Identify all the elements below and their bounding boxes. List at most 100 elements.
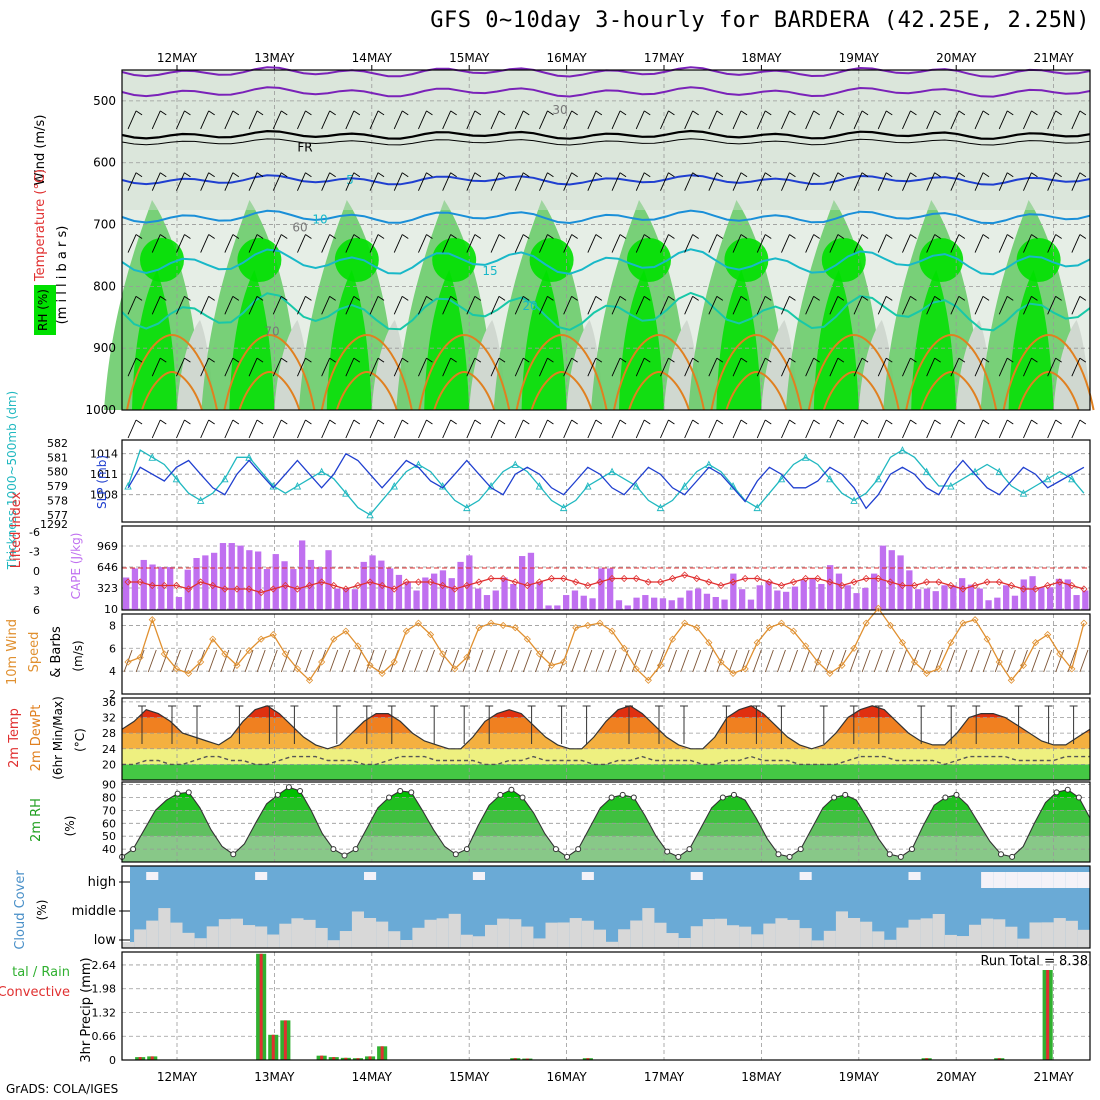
isotherm-label: 20 [522,299,537,313]
wind-barb-flag [619,234,627,239]
wind-speed-series-marker [1007,676,1015,684]
wind-barb [418,234,427,253]
low-cloud-bar [884,939,897,948]
cape-bar [545,605,552,610]
thickness-tick-label: 578 [47,494,68,507]
low-cloud-bar [811,940,824,948]
li-series-marker [281,581,289,590]
wind-barb-flag [740,172,748,178]
wind-barb [998,419,1008,439]
wind-barb-flag [716,172,724,178]
wind-barb-flag [1007,234,1014,239]
rh-marker [619,791,626,798]
wind-barb-flag [813,172,820,178]
wind-speed-series-marker [160,650,168,658]
wind-barb [490,296,500,315]
temp-panel-frame [121,697,1091,781]
wind-barb [393,110,403,130]
thickness-series-marker [584,482,592,490]
li-series-marker [608,574,616,583]
wind-barb-flag [184,357,191,363]
wind-barb-flag [1079,295,1087,301]
wind-barb-flag [813,357,820,363]
isotherm-25 [710,333,803,411]
rh-marker [997,851,1004,858]
wind-barb-flag [837,357,845,363]
wind-barb [563,110,573,130]
low-cloud-bar [315,927,328,948]
wind-barb-flag [740,234,748,239]
high-cloud-bar [1029,872,1042,888]
wind-barb [611,110,621,130]
wind-barb-flag [958,234,966,239]
wind-barb-flag [1079,234,1087,239]
wind-speed-series-marker [281,650,289,658]
wind-barb [998,296,1008,315]
wind-barb [926,419,936,439]
slp-series-line [127,452,1085,510]
surface-wind-barb [922,649,932,673]
wind-barb [224,110,234,130]
slp-tick-label: 1014 [90,448,118,461]
wind-barb [466,234,476,253]
wind-barb [224,357,234,377]
wind-barb [877,172,887,191]
wind-barb [248,419,258,439]
wind-speed-series-marker [644,676,652,684]
wind-barb [587,357,597,377]
rh-cell [724,238,769,282]
wind-barb-flag [644,419,651,425]
cape-bar [1029,576,1036,610]
wind-barb-flag [789,419,796,425]
wind-barb [514,234,524,253]
low-cloud-bar [400,939,413,948]
wind-barb [151,172,161,191]
wind-barb [1023,419,1032,439]
surface-wind-barb [571,649,581,673]
cape-bar [519,556,526,610]
temp-color-band [122,705,1090,718]
cape-bar [827,565,834,610]
wind-speed-series-marker [656,661,665,669]
wind-barb-flag [353,172,361,178]
isotherm-25 [223,333,316,411]
thickness-series-marker [535,482,544,490]
wind-barb-flag [498,357,506,363]
cape-bar [1073,595,1080,610]
rh-marker [897,853,904,860]
wind-barb-flag [886,295,893,301]
cape-bar [554,605,561,610]
wind-barb [732,419,742,439]
cape-bar [501,577,508,610]
surface-wind-barb [341,649,351,673]
wind-barb-flag [571,295,578,301]
cape-bar [915,589,922,610]
wind-barb-flag [861,172,869,178]
wind-barb [321,110,331,130]
wind-barb-flag [377,234,385,239]
wind-barb-flag [160,295,167,301]
low-cloud-bar [908,919,921,948]
wind-panel-frame [121,613,1091,695]
wind-barb-flag [789,357,796,363]
wind-barb [321,172,331,191]
surface-wind-barb [595,649,605,673]
wind-barb-flag [765,295,772,301]
temp-color-band [122,764,1090,780]
precip-panel-frame [121,951,1091,1061]
wind-barb [781,357,790,377]
wind-barb-flag [910,357,917,363]
cape-bar [246,550,253,610]
wind-barb-flag [547,419,554,425]
wind-tick-label: 6 [109,642,116,655]
wind-barb-flag [692,357,699,363]
li-series-marker [632,574,640,583]
precip-tick-label: 2.64 [92,959,117,972]
wind-barb-flag [716,110,724,116]
wind-speed-series-marker [898,639,907,647]
wind-barb [877,419,887,439]
wind-barb [539,419,548,439]
wind-barb [1023,234,1032,253]
low-cloud-bar [618,929,631,948]
wind-barb [321,419,331,439]
